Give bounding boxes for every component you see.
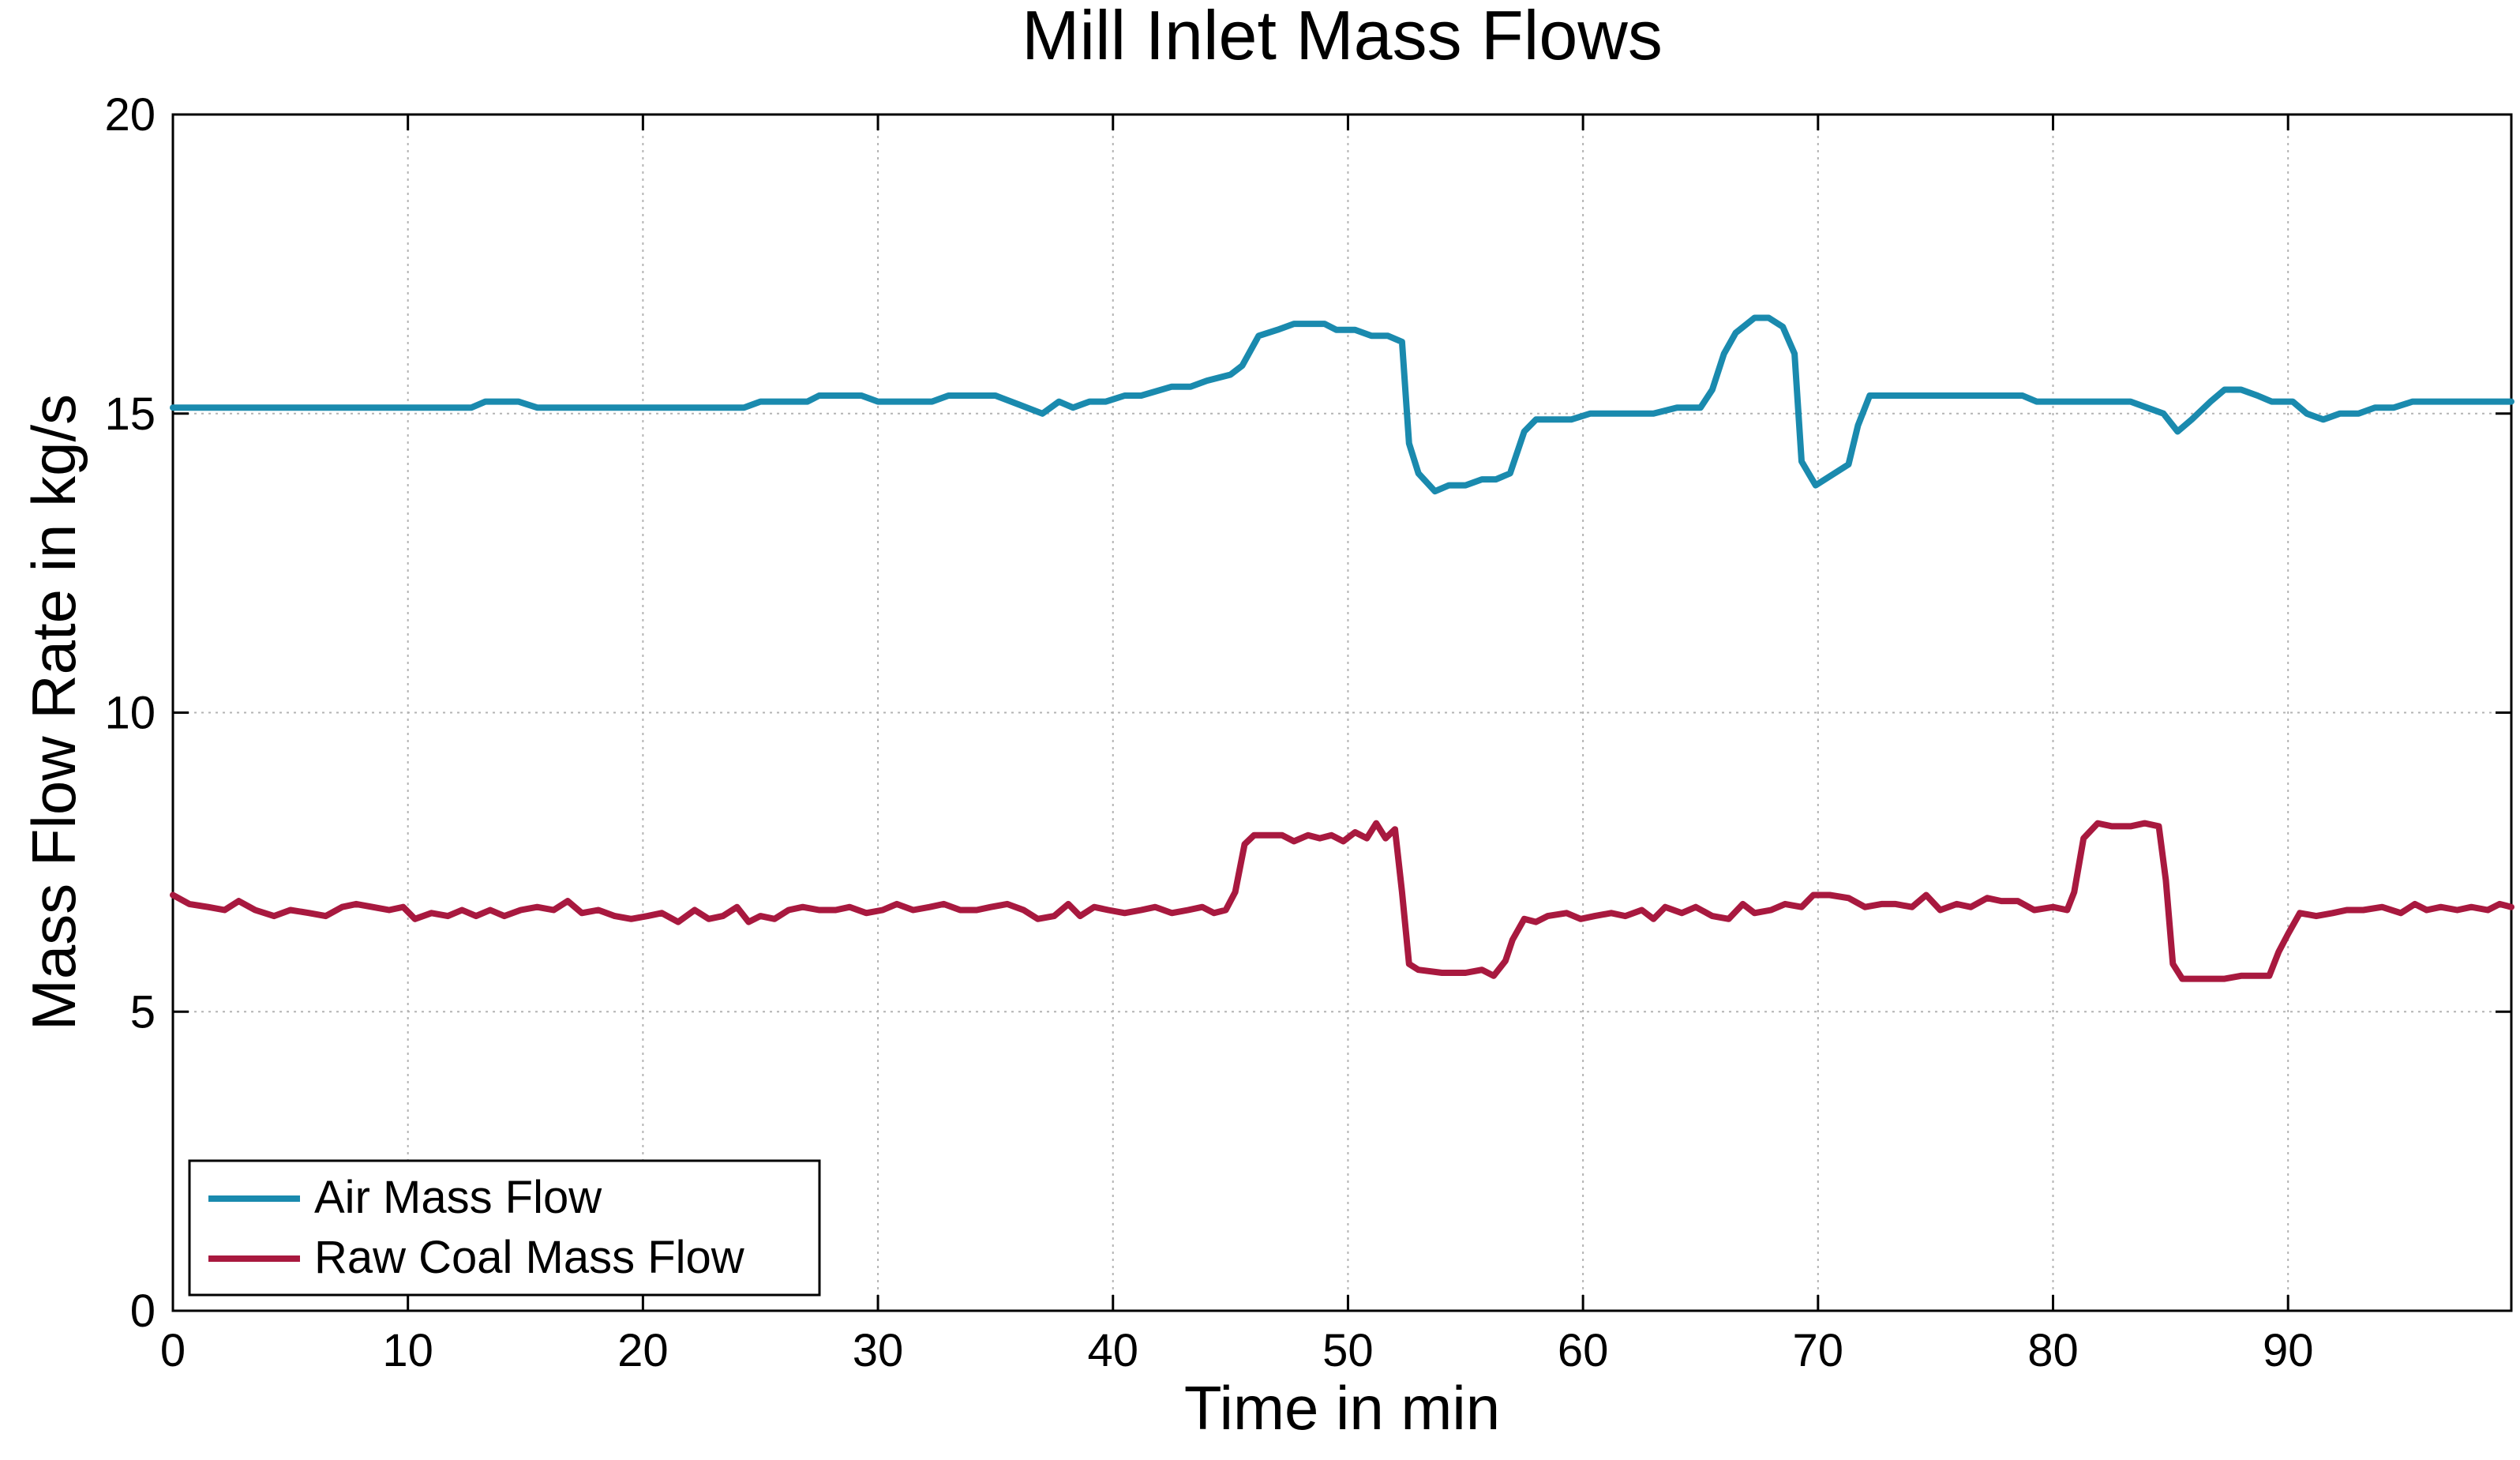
x-tick-label: 0 — [160, 1325, 186, 1376]
series-lines — [170, 314, 2514, 982]
x-tick-label: 80 — [2027, 1325, 2079, 1376]
y-tick-label: 15 — [104, 388, 156, 440]
x-tick-label: 70 — [1793, 1325, 1844, 1376]
series-line-raw-coal-mass-flow — [170, 820, 2514, 982]
x-tick-label: 60 — [1558, 1325, 1609, 1376]
y-tick-label: 10 — [104, 688, 156, 739]
y-axis-label: Mass Flow Rate in kg/s — [19, 394, 88, 1030]
x-tick-label: 20 — [617, 1325, 669, 1376]
x-tick-label: 90 — [2263, 1325, 2314, 1376]
series-line-air-mass-flow — [170, 314, 2514, 495]
legend: Air Mass Flow Raw Coal Mass Flow — [188, 1159, 821, 1297]
y-tick-label: 0 — [130, 1285, 156, 1337]
legend-label-raw-coal-mass-flow: Raw Coal Mass Flow — [314, 1232, 745, 1283]
legend-label-air-mass-flow: Air Mass Flow — [314, 1172, 602, 1223]
y-tick-label: 20 — [104, 89, 156, 141]
x-tick-label: 10 — [382, 1325, 433, 1376]
x-tick-label: 50 — [1322, 1325, 1374, 1376]
x-axis-label: Time in min — [1184, 1373, 1500, 1443]
x-tick-label: 30 — [853, 1325, 904, 1376]
y-tick-label: 5 — [130, 986, 156, 1038]
x-tick-label: 40 — [1087, 1325, 1138, 1376]
legend-box — [188, 1159, 821, 1297]
chart-title: Mill Inlet Mass Flows — [1022, 0, 1663, 74]
axis-ticks: 0 10 20 30 40 50 60 70 80 90 0 5 10 15 20 — [104, 89, 2511, 1376]
grid-lines — [173, 114, 2511, 1311]
